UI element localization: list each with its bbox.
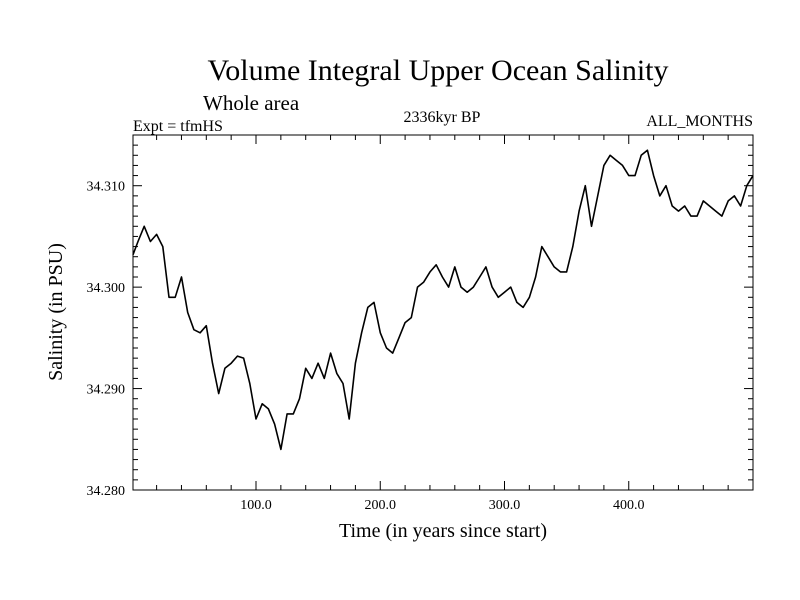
period-label: 2336kyr BP [404,109,481,126]
y-tick-label: 34.310 [87,180,126,195]
season-label: ALL_MONTHS [646,113,753,130]
x-tick-label: 100.0 [240,498,272,513]
x-axis-ticks: 100.0 200.0 300.0 400.0 [156,135,729,513]
y-axis-label: Salinity (in PSU) [45,243,67,381]
y-axis-ticks: 34.280 34.290 34.300 34.310 [87,134,753,499]
x-tick-label: 300.0 [489,498,521,513]
experiment-label: Expt = tfmHS [133,118,223,135]
chart-subtitle: Whole area [203,91,300,115]
salinity-series-line [132,149,754,451]
chart-title: Volume Integral Upper Ocean Salinity [208,54,669,87]
y-tick-label: 34.290 [87,383,126,398]
y-tick-label: 34.300 [87,281,126,296]
x-axis-label: Time (in years since start) [339,520,547,542]
x-tick-label: 200.0 [365,498,397,513]
plot-frame [132,134,754,491]
x-tick-label: 400.0 [613,498,645,513]
y-tick-label: 34.280 [87,484,126,499]
